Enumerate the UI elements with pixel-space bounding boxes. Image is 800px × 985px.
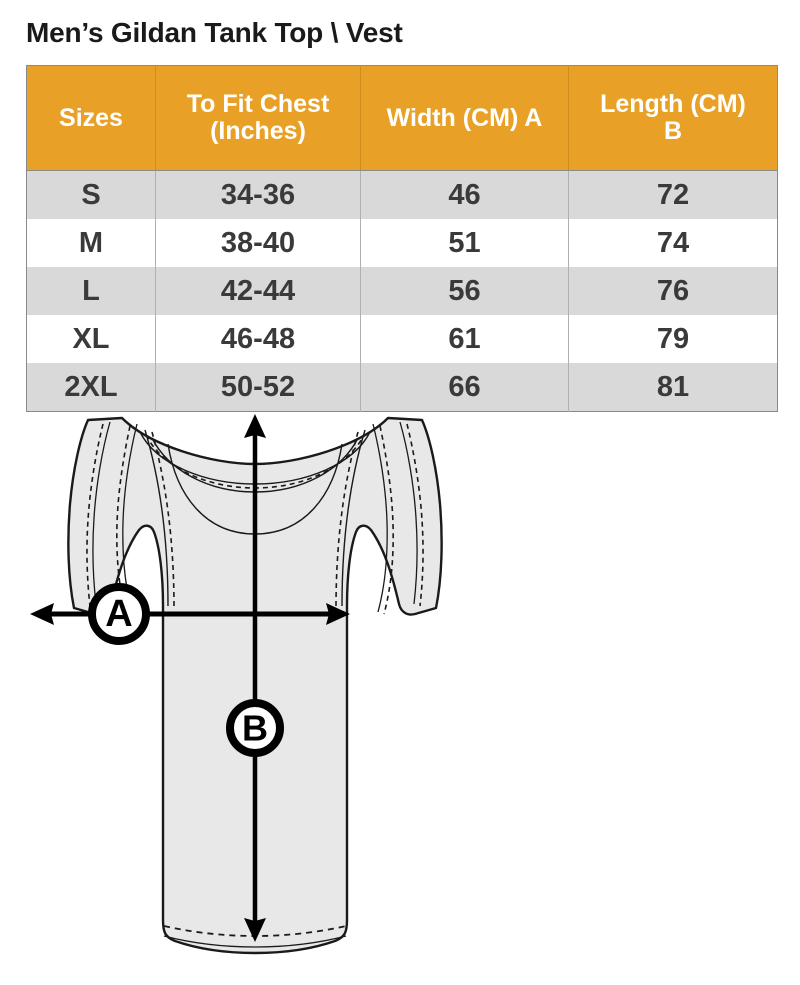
- cell-size: L: [26, 267, 156, 315]
- measure-b-badge: [226, 699, 284, 757]
- cell-size: S: [26, 170, 156, 219]
- left-armhole-binding: [144, 429, 169, 607]
- cell-width: 51: [360, 219, 569, 267]
- garment-diagram: A B: [0, 408, 800, 985]
- left-armhole-stitch: [151, 431, 175, 609]
- column-header-sizes: Sizes: [26, 65, 156, 171]
- right-strap-seam-outer: [399, 421, 418, 605]
- measurement-b-length: B: [226, 414, 284, 942]
- column-header-chest: To Fit Chest (Inches): [155, 65, 361, 171]
- column-header-width: Width (CM) A: [360, 65, 569, 171]
- column-header-chest-line-2: (Inches): [210, 117, 306, 145]
- measure-a-badge: [88, 583, 150, 645]
- right-strap-stitch: [406, 423, 424, 607]
- table-row: L 42-44 56 76: [26, 267, 778, 315]
- size-chart-table-container: Sizes To Fit Chest (Inches) Width (CM) A…: [26, 65, 778, 412]
- cell-width: 66: [360, 363, 569, 412]
- measure-a-label: A: [105, 593, 132, 635]
- measure-a-arrowhead-left: [30, 603, 54, 625]
- column-header-sizes-line-1: Sizes: [59, 103, 123, 132]
- cell-size: 2XL: [26, 363, 156, 412]
- cell-size: XL: [26, 315, 156, 363]
- cell-chest: 50-52: [155, 363, 361, 412]
- right-armhole-stitch: [335, 431, 359, 609]
- table-header-row: Sizes To Fit Chest (Inches) Width (CM) A…: [26, 65, 778, 171]
- column-header-width-line-1: Width (CM) A: [386, 103, 543, 132]
- page-title: Men’s Gildan Tank Top \ Vest: [26, 17, 403, 48]
- table-row: XL 46-48 61 79: [26, 315, 778, 363]
- measure-b-label: B: [242, 708, 268, 749]
- table-row: S 34-36 46 72: [26, 170, 778, 219]
- cell-length: 76: [568, 267, 778, 315]
- left-strap-seam-outer: [92, 421, 111, 605]
- right-armhole-binding: [341, 429, 366, 607]
- bottom-hem-edge: [163, 935, 347, 948]
- cell-width: 56: [360, 267, 569, 315]
- cell-width: 61: [360, 315, 569, 363]
- cell-width: 46: [360, 170, 569, 219]
- column-header-length: Length (CM) B: [568, 65, 778, 171]
- right-strap-seam-inner: [372, 423, 388, 613]
- size-chart-table: Sizes To Fit Chest (Inches) Width (CM) A…: [26, 65, 778, 412]
- cell-chest: 34-36: [155, 170, 361, 219]
- table-row: M 38-40 51 74: [26, 219, 778, 267]
- cell-chest: 42-44: [155, 267, 361, 315]
- cell-chest: 38-40: [155, 219, 361, 267]
- cell-length: 81: [568, 363, 778, 412]
- measure-b-arrowhead-top: [244, 414, 266, 438]
- measure-b-arrowhead-bottom: [244, 918, 266, 942]
- column-header-length-line-2: B: [663, 117, 683, 145]
- cell-length: 74: [568, 219, 778, 267]
- right-strap-stitch-inner: [379, 425, 394, 615]
- measure-a-arrowhead-right: [326, 603, 350, 625]
- measurement-a-width: A: [30, 583, 350, 645]
- cell-length: 72: [568, 170, 778, 219]
- column-header-chest-line-1: To Fit Chest: [186, 90, 330, 118]
- left-strap-stitch: [86, 423, 104, 607]
- cell-chest: 46-48: [155, 315, 361, 363]
- table-row: 2XL 50-52 66 81: [26, 363, 778, 412]
- column-header-length-line-1: Length (CM): [600, 90, 746, 118]
- cell-size: M: [26, 219, 156, 267]
- cell-length: 79: [568, 315, 778, 363]
